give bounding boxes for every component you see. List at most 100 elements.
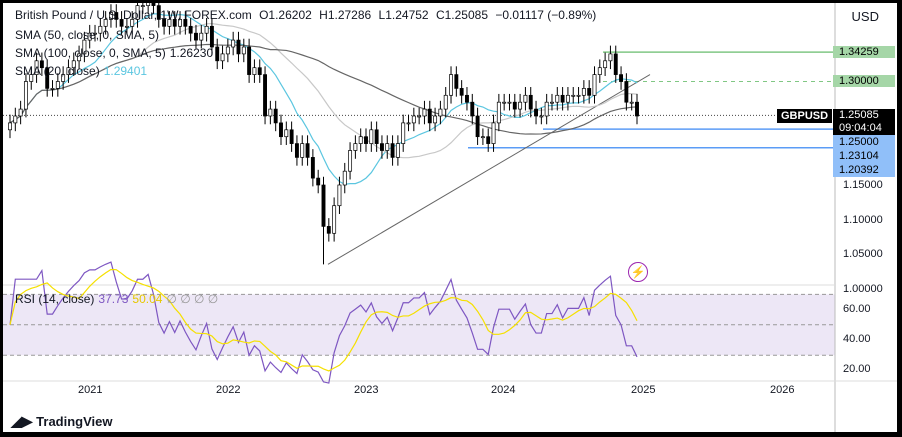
candle-body	[581, 88, 586, 96]
candle-body	[496, 101, 501, 124]
candle-body	[337, 184, 342, 207]
level-label-1-30000: 1.30000	[833, 75, 895, 87]
candle-body	[119, 19, 124, 27]
candle-body	[194, 32, 198, 41]
tradingview-logo[interactable]: ◢▶ TradingView	[11, 413, 113, 430]
candle-body	[332, 205, 337, 234]
candle-body	[109, 12, 113, 20]
candle-body	[220, 53, 225, 62]
level-label-1-25000: 1.25000	[839, 136, 879, 148]
sma50-legend[interactable]: SMA (50, close, 0, SMA, 5)	[15, 28, 163, 42]
last-price: 1.25085	[839, 109, 879, 121]
candle-body	[268, 108, 273, 117]
candle-body	[135, 5, 140, 20]
candle-body	[507, 101, 512, 104]
tv-logo-icon: ◢▶	[11, 413, 33, 429]
candle-body	[470, 101, 475, 117]
candle-body	[374, 129, 379, 144]
sma20-legend[interactable]: SMA (20, close) 1.29401	[15, 64, 147, 78]
candle-body	[188, 25, 193, 34]
chart-window[interactable]: British Pound / U.S. Dollar, 1W, FOREX.c…	[3, 3, 897, 432]
candle-body	[156, 5, 161, 20]
candle-body	[236, 39, 241, 55]
candle-body	[539, 115, 544, 118]
lightning-icon[interactable]: ⚡	[628, 262, 648, 282]
candle-body	[316, 177, 321, 186]
candle-body	[199, 32, 204, 41]
rsi-ma-value: 50.04	[132, 292, 163, 306]
rsi-extra: ∅ ∅ ∅ ∅	[166, 292, 219, 306]
rsi-legend[interactable]: RSI (14, close) 37.73 50.04 ∅ ∅ ∅ ∅	[15, 292, 218, 306]
rsi-value: 37.73	[98, 292, 129, 306]
candle-body	[369, 129, 374, 144]
candle-body	[114, 12, 119, 20]
candle-body	[284, 129, 289, 138]
chart-canvas[interactable]	[3, 3, 897, 432]
sma100-value: 1.26230	[169, 46, 214, 60]
candle-body	[587, 88, 592, 96]
candle-body	[204, 25, 209, 34]
candle-body	[77, 53, 82, 62]
candle-body	[178, 19, 182, 27]
candle-body	[263, 74, 268, 117]
candle-body	[438, 108, 443, 117]
symbol-legend[interactable]: British Pound / U.S. Dollar, 1W, FOREX.c…	[15, 8, 596, 22]
candle-body	[364, 136, 368, 144]
time-tick: 2024	[491, 384, 516, 396]
candle-body	[597, 67, 602, 75]
candle-body	[310, 157, 315, 179]
candle-body	[61, 74, 66, 82]
candle-body	[321, 184, 326, 227]
time-tick: 2023	[354, 384, 379, 396]
candle-body	[225, 46, 230, 55]
candle-body	[433, 115, 438, 124]
candle-body	[252, 67, 257, 75]
candle-body	[544, 101, 549, 117]
candle-body	[385, 143, 390, 151]
trendline	[327, 74, 651, 265]
candle-body	[82, 39, 87, 55]
low-value: L1.24752	[378, 8, 429, 22]
sma50-label: SMA (50, close, 0, SMA, 5)	[15, 28, 160, 42]
candle-body	[635, 101, 639, 117]
rsi-ma-line	[9, 268, 638, 372]
candle-body	[172, 19, 177, 27]
rsi-tick: 20.00	[843, 363, 871, 376]
candle-body	[576, 94, 581, 97]
candle-body	[390, 143, 395, 158]
candle-body	[50, 88, 55, 90]
candle-body	[241, 46, 246, 55]
bar-countdown: 09:04:04	[839, 122, 882, 134]
sma20-label: SMA (20, close)	[15, 64, 100, 78]
sma100-line	[9, 43, 638, 135]
candle-body	[443, 94, 448, 110]
sma100-legend[interactable]: SMA (100, close, 0, SMA, 5) 1.26230	[15, 46, 213, 60]
candle-body	[534, 108, 538, 117]
candle-body	[23, 81, 28, 110]
sma20-line	[9, 13, 638, 185]
logo-text: TradingView	[36, 414, 113, 429]
time-tick: 2022	[216, 384, 241, 396]
candle-body	[231, 39, 236, 48]
candle-body	[401, 122, 406, 144]
level-label-1-34259: 1.34259	[833, 46, 895, 58]
candle-body	[247, 46, 252, 75]
candle-body	[406, 122, 411, 125]
candle-body	[130, 19, 135, 27]
candle-body	[395, 143, 400, 158]
candle-body	[167, 19, 172, 27]
candle-body	[215, 46, 220, 62]
candle-body	[629, 101, 634, 104]
close-value: C1.25085	[435, 8, 488, 22]
high-value: H1.27286	[319, 8, 372, 22]
candle-body	[103, 19, 108, 27]
candle-body	[45, 67, 50, 89]
candle-body	[417, 115, 422, 118]
candle-body	[608, 53, 613, 62]
candle-body	[491, 122, 496, 144]
candle-body	[66, 67, 71, 75]
open-value: O1.26202	[259, 8, 312, 22]
change-value: −0.01117 (−0.89%)	[495, 8, 597, 22]
candle-body	[55, 81, 60, 89]
currency-label[interactable]: USD	[851, 9, 879, 24]
